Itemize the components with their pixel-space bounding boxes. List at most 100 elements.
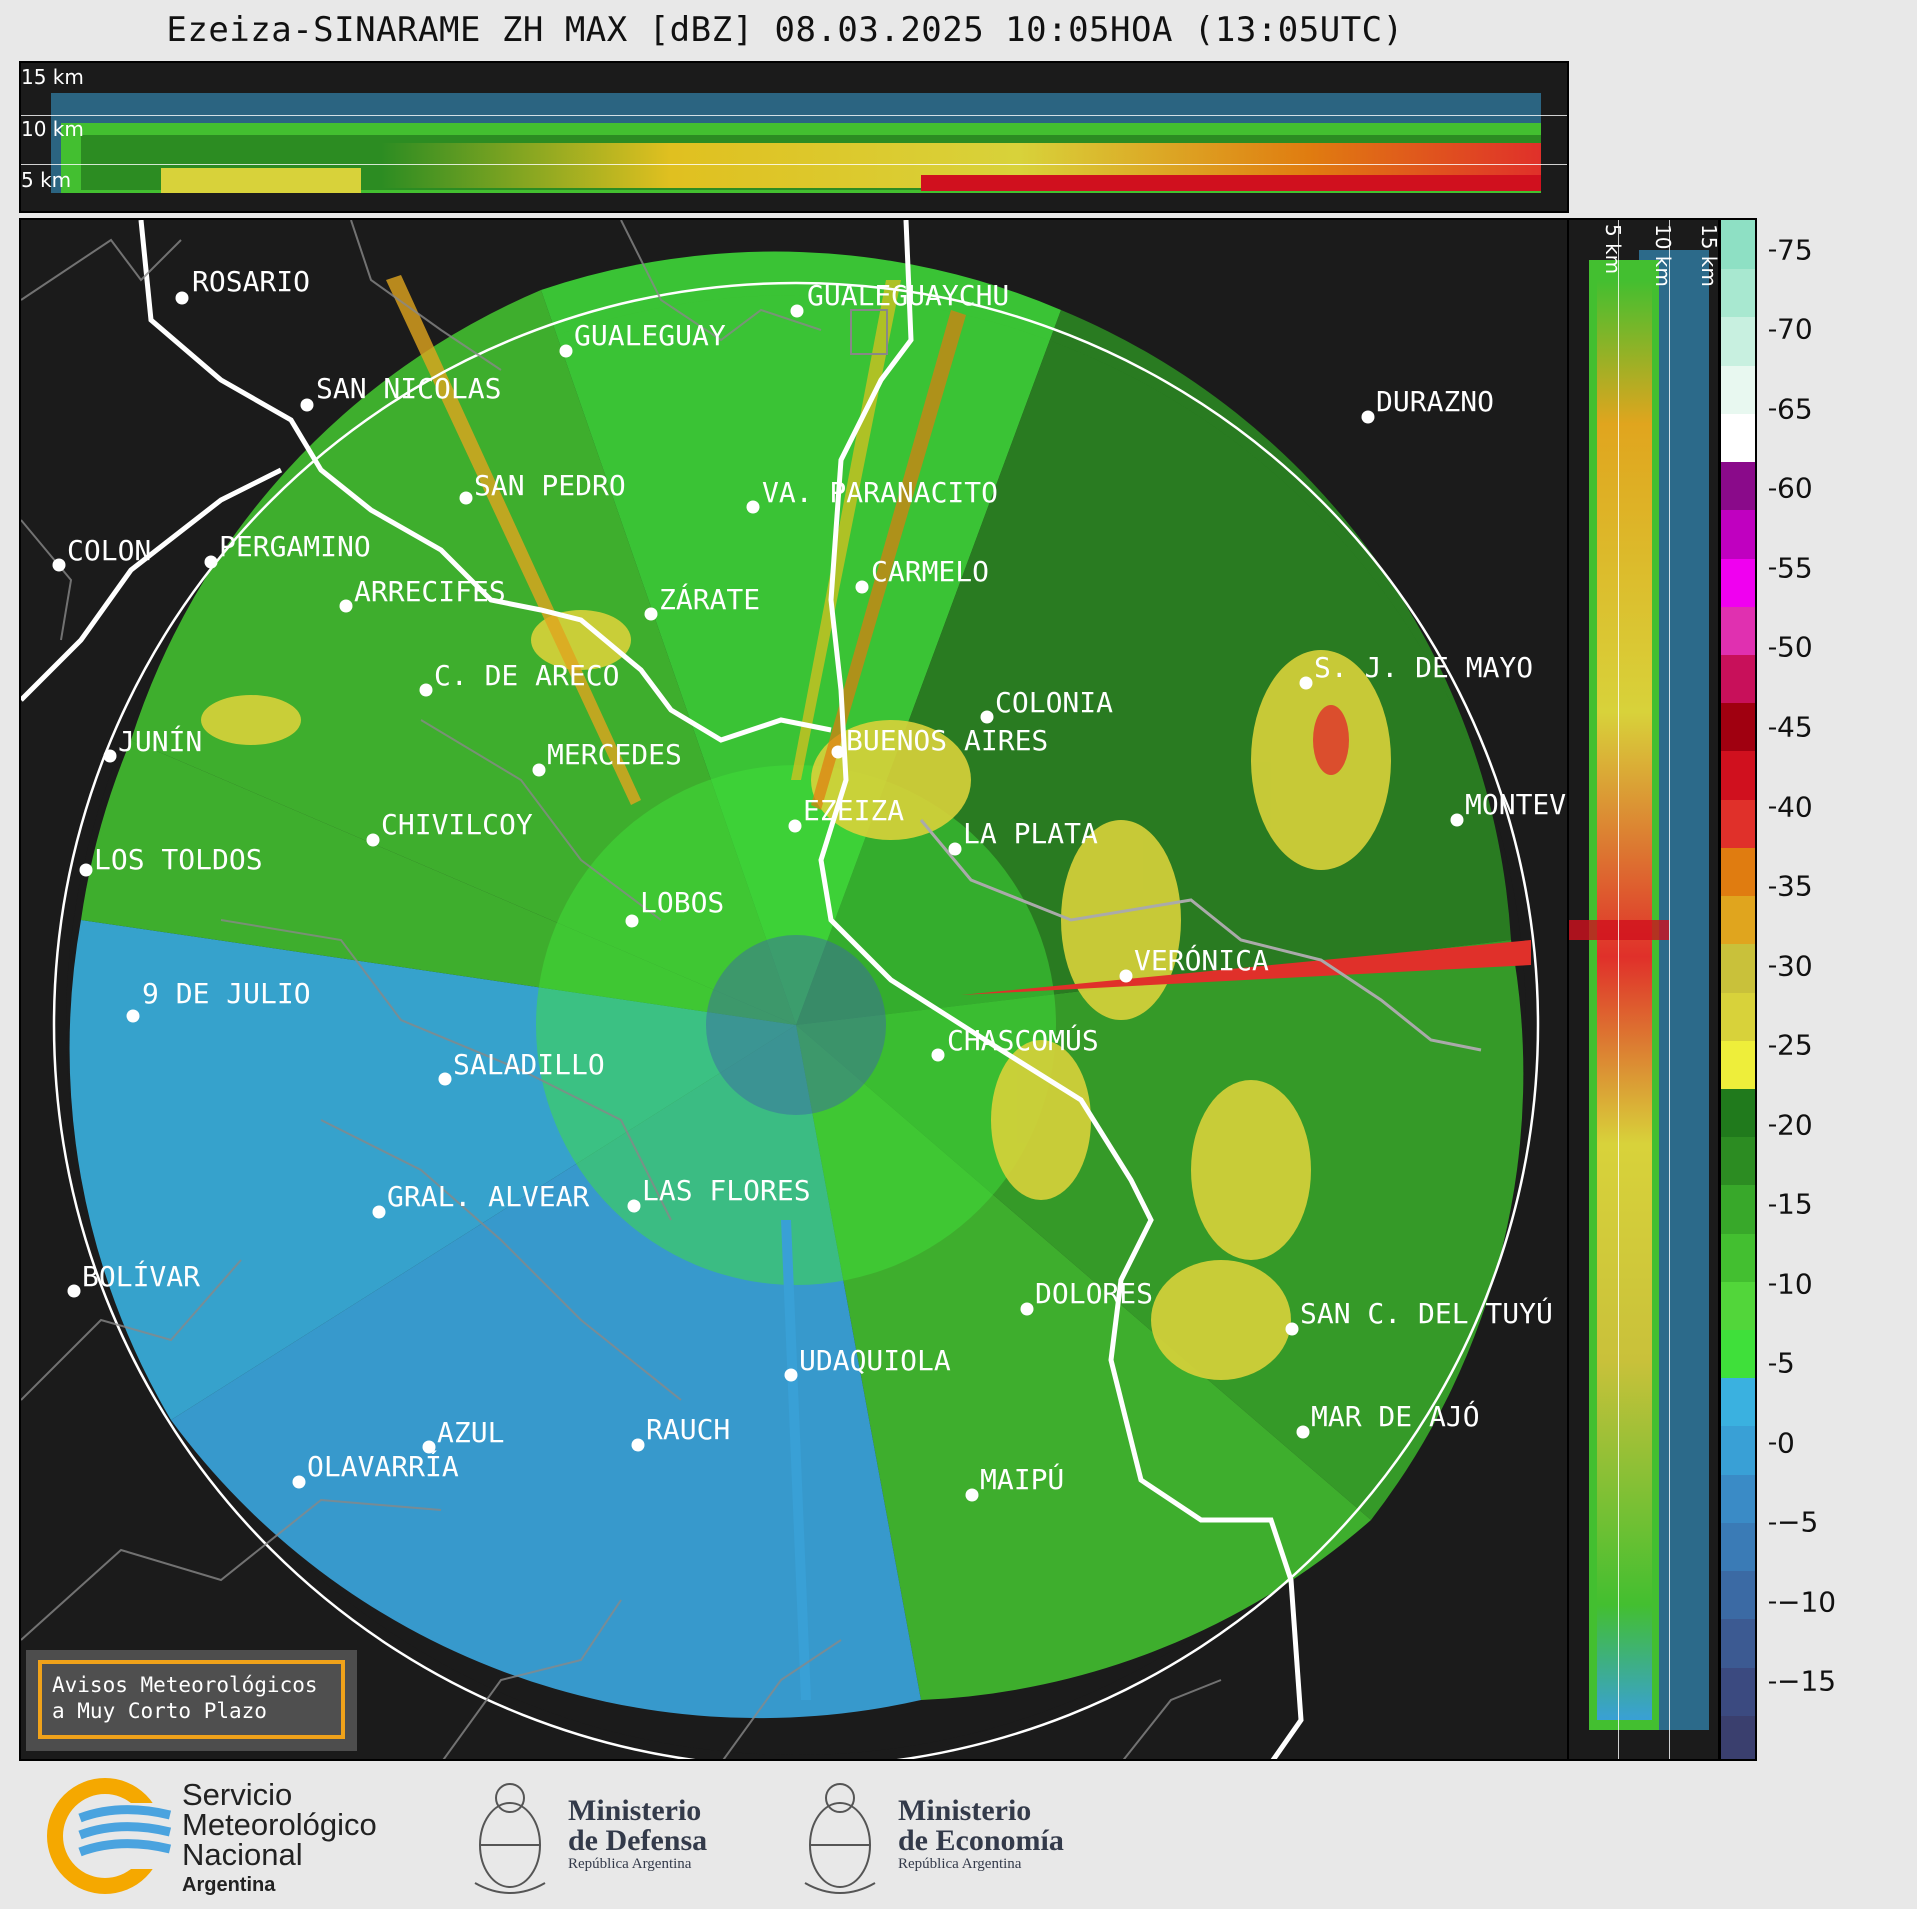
city-dot bbox=[1299, 676, 1313, 690]
city-dot bbox=[422, 1440, 436, 1454]
city-dot bbox=[790, 304, 804, 318]
city-label: CHIVILCOY bbox=[381, 808, 533, 841]
city-label: LA PLATA bbox=[963, 817, 1098, 850]
colorbar-tick-label: 70 bbox=[1769, 312, 1813, 346]
logo-graphics bbox=[47, 1778, 876, 1894]
colorbar-tick-label: −5 bbox=[1768, 1505, 1819, 1539]
colorbar-segment bbox=[1721, 1039, 1755, 1089]
city-dot bbox=[644, 607, 658, 621]
city-dot bbox=[1020, 1302, 1034, 1316]
avisos-button[interactable]: Avisos Meteorológicos a Muy Corto Plazo bbox=[38, 1660, 345, 1739]
colorbar-tick-label: 0 bbox=[1769, 1426, 1795, 1460]
radar-map: ROSARIO GUALEGUAYCHU GUALEGUAY SAN NICOL… bbox=[19, 218, 1569, 1761]
smn-logo-text: Servicio Meteorológico Nacional Argentin… bbox=[182, 1777, 377, 1900]
city-label: GUALEGUAYCHU bbox=[807, 279, 1010, 312]
city-label: MERCEDES bbox=[547, 738, 682, 771]
colorbar-segment bbox=[1721, 1232, 1755, 1282]
colorbar-tick-label: 60 bbox=[1769, 471, 1813, 505]
colorbar bbox=[1719, 218, 1757, 1761]
city-dot bbox=[292, 1475, 306, 1489]
city-dot bbox=[980, 710, 994, 724]
colorbar-tick-label: 55 bbox=[1769, 551, 1813, 585]
economia-line2: de Economía bbox=[898, 1824, 1064, 1857]
avisos-line1: Avisos Meteorológicos bbox=[52, 1673, 318, 1697]
city-label: SAN NICOLAS bbox=[316, 372, 502, 405]
city-label: PERGAMINO bbox=[219, 530, 371, 563]
colorbar-segment bbox=[1721, 1136, 1755, 1186]
defensa-sub: República Argentina bbox=[568, 1856, 692, 1872]
colorbar-tick-label: −10 bbox=[1768, 1585, 1837, 1619]
city-label: RAUCH bbox=[646, 1413, 731, 1446]
colorbar-segment bbox=[1721, 1570, 1755, 1620]
city-label: EZEIZA bbox=[803, 794, 905, 827]
city-dot bbox=[788, 819, 802, 833]
colorbar-segment bbox=[1721, 268, 1755, 318]
city-dot bbox=[372, 1205, 386, 1219]
city-label: VERÓNICA bbox=[1134, 944, 1269, 977]
city-dot bbox=[831, 745, 845, 759]
colorbar-tick-label: 10 bbox=[1769, 1267, 1813, 1301]
smn-line2: Meteorológico bbox=[182, 1807, 377, 1842]
colorbar-tick-label: 40 bbox=[1769, 790, 1813, 824]
city-label: COLON bbox=[67, 534, 152, 567]
city-dot bbox=[103, 749, 117, 763]
colorbar-segment bbox=[1721, 943, 1755, 993]
top-cross-section: 15 km 10 km 5 km bbox=[19, 61, 1569, 213]
city-label: BOLÍVAR bbox=[82, 1260, 201, 1293]
city-dot bbox=[366, 833, 380, 847]
colorbar-segment bbox=[1721, 750, 1755, 800]
city-label: MAIPÚ bbox=[980, 1463, 1065, 1496]
city-label: 9 DE JULIO bbox=[142, 977, 311, 1010]
footer-logos bbox=[0, 1763, 1917, 1909]
city-dot bbox=[79, 863, 93, 877]
city-dot bbox=[532, 763, 546, 777]
city-label: CHASCOMÚS bbox=[947, 1024, 1099, 1057]
side-cross-section-image bbox=[1569, 250, 1709, 1730]
economia-logo-text: Ministerio de Economía República Argenti… bbox=[898, 1796, 1064, 1873]
city-dot bbox=[855, 580, 869, 594]
economia-sub: República Argentina bbox=[898, 1856, 1022, 1872]
colorbar-tick-label: 25 bbox=[1769, 1028, 1813, 1062]
chart-title: Ezeiza-SINARAME ZH MAX [dBZ] 08.03.2025 … bbox=[166, 10, 1404, 50]
smn-logo-icon bbox=[47, 1778, 172, 1894]
colorbar-segment bbox=[1721, 1473, 1755, 1523]
colorbar-segment bbox=[1721, 1714, 1755, 1759]
city-dot bbox=[300, 398, 314, 412]
city-dot bbox=[1296, 1425, 1310, 1439]
colorbar-tick-label: 30 bbox=[1769, 949, 1813, 983]
city-label: SAN PEDRO bbox=[474, 469, 626, 502]
top-height-label: 15 km bbox=[21, 65, 84, 89]
colorbar-segment bbox=[1721, 557, 1755, 607]
city-dot bbox=[625, 914, 639, 928]
city-dot bbox=[948, 842, 962, 856]
economia-coat-of-arms-icon bbox=[804, 1783, 876, 1894]
city-dot bbox=[1285, 1322, 1299, 1336]
city-dot bbox=[339, 599, 353, 613]
defensa-logo-text: Ministerio de Defensa República Argentin… bbox=[568, 1796, 707, 1873]
top-height-label: 5 km bbox=[21, 168, 72, 192]
colorbar-tick-label: 45 bbox=[1769, 710, 1813, 744]
colorbar-tick-label: 20 bbox=[1769, 1108, 1813, 1142]
side-height-label: 10 km bbox=[1651, 224, 1675, 287]
defensa-line1: Ministerio bbox=[568, 1794, 702, 1827]
side-height-label: 15 km bbox=[1697, 224, 1720, 287]
colorbar-segment bbox=[1721, 605, 1755, 655]
city-label: SAN C. DEL TUYÚ bbox=[1300, 1297, 1553, 1330]
city-label: C. DE ARECO bbox=[434, 659, 620, 692]
colorbar-segment bbox=[1721, 1280, 1755, 1331]
city-dot bbox=[1119, 969, 1133, 983]
city-dot bbox=[631, 1438, 645, 1452]
colorbar-segment bbox=[1721, 1666, 1755, 1716]
colorbar-segment bbox=[1721, 220, 1755, 270]
colorbar-tick-label: 5 bbox=[1769, 1346, 1795, 1380]
city-label: BUENOS AIRES bbox=[846, 724, 1049, 757]
city-label: OLAVARRÍA bbox=[307, 1450, 459, 1483]
city-label: LOS TOLDOS bbox=[94, 843, 263, 876]
colorbar-segment bbox=[1721, 316, 1755, 366]
colorbar-segment bbox=[1721, 1521, 1755, 1572]
city-dot bbox=[204, 555, 218, 569]
colorbar-segment bbox=[1721, 798, 1755, 848]
colorbar-segment bbox=[1721, 412, 1755, 463]
smn-line1: Servicio bbox=[182, 1777, 293, 1812]
city-label: UDAQUIOLA bbox=[799, 1344, 951, 1377]
